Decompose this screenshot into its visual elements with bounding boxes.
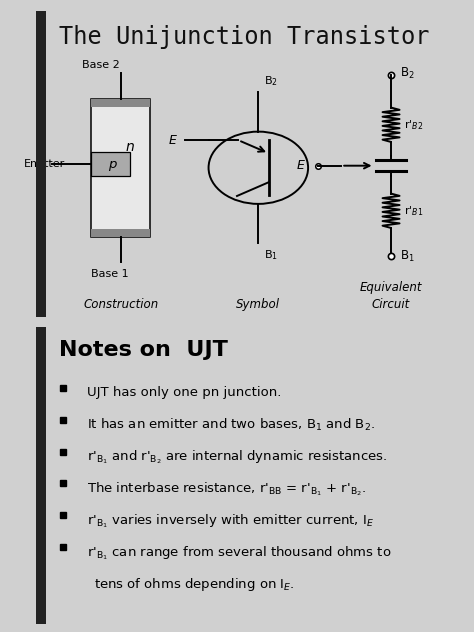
Text: The interbase resistance, r'$_{\mathregular{BB}}$ = r'$_{\mathregular{B}_1}$ + r: The interbase resistance, r'$_{\mathregu… (87, 480, 366, 498)
Text: The Unijunction Transistor: The Unijunction Transistor (59, 25, 430, 49)
Text: E: E (297, 159, 305, 172)
Text: B$_2$: B$_2$ (264, 74, 278, 88)
Text: r'$_{B1}$: r'$_{B1}$ (404, 204, 424, 217)
Text: tens of ohms depending on I$_E$.: tens of ohms depending on I$_E$. (94, 576, 295, 593)
Text: It has an emitter and two bases, B$_1$ and B$_2$.: It has an emitter and two bases, B$_1$ a… (87, 417, 375, 434)
Text: p: p (108, 158, 116, 171)
Text: r'$_{\mathregular{B}_1}$ can range from several thousand ohms to: r'$_{\mathregular{B}_1}$ can range from … (87, 544, 392, 561)
Text: B$_1$: B$_1$ (400, 249, 414, 264)
Text: UJT has only one pn junction.: UJT has only one pn junction. (87, 386, 282, 399)
Text: Base 2: Base 2 (82, 59, 120, 70)
Text: r'$_{\mathregular{B}_1}$ and r'$_{\mathregular{B}_2}$ are internal dynamic resis: r'$_{\mathregular{B}_1}$ and r'$_{\mathr… (87, 449, 388, 466)
Text: r'$_{B2}$: r'$_{B2}$ (404, 118, 424, 131)
Text: B$_1$: B$_1$ (264, 248, 278, 262)
Text: r'$_{\mathregular{B}_1}$ varies inversely with emitter current, I$_E$: r'$_{\mathregular{B}_1}$ varies inversel… (87, 513, 374, 530)
Bar (36, 11, 46, 317)
Text: Emitter: Emitter (24, 159, 65, 169)
Bar (91, 99, 150, 107)
Bar (91, 99, 150, 236)
Text: Equivalent
Circuit: Equivalent Circuit (360, 281, 422, 310)
Text: Symbol: Symbol (237, 298, 280, 310)
Bar (91, 152, 130, 176)
Bar (91, 229, 150, 236)
Text: Base 1: Base 1 (91, 269, 129, 279)
Text: Notes on  UJT: Notes on UJT (59, 341, 228, 360)
Text: B$_2$: B$_2$ (400, 66, 414, 82)
Text: Construction: Construction (83, 298, 158, 310)
Bar (36, 327, 46, 624)
Text: E: E (169, 134, 177, 147)
Text: n: n (125, 140, 134, 154)
